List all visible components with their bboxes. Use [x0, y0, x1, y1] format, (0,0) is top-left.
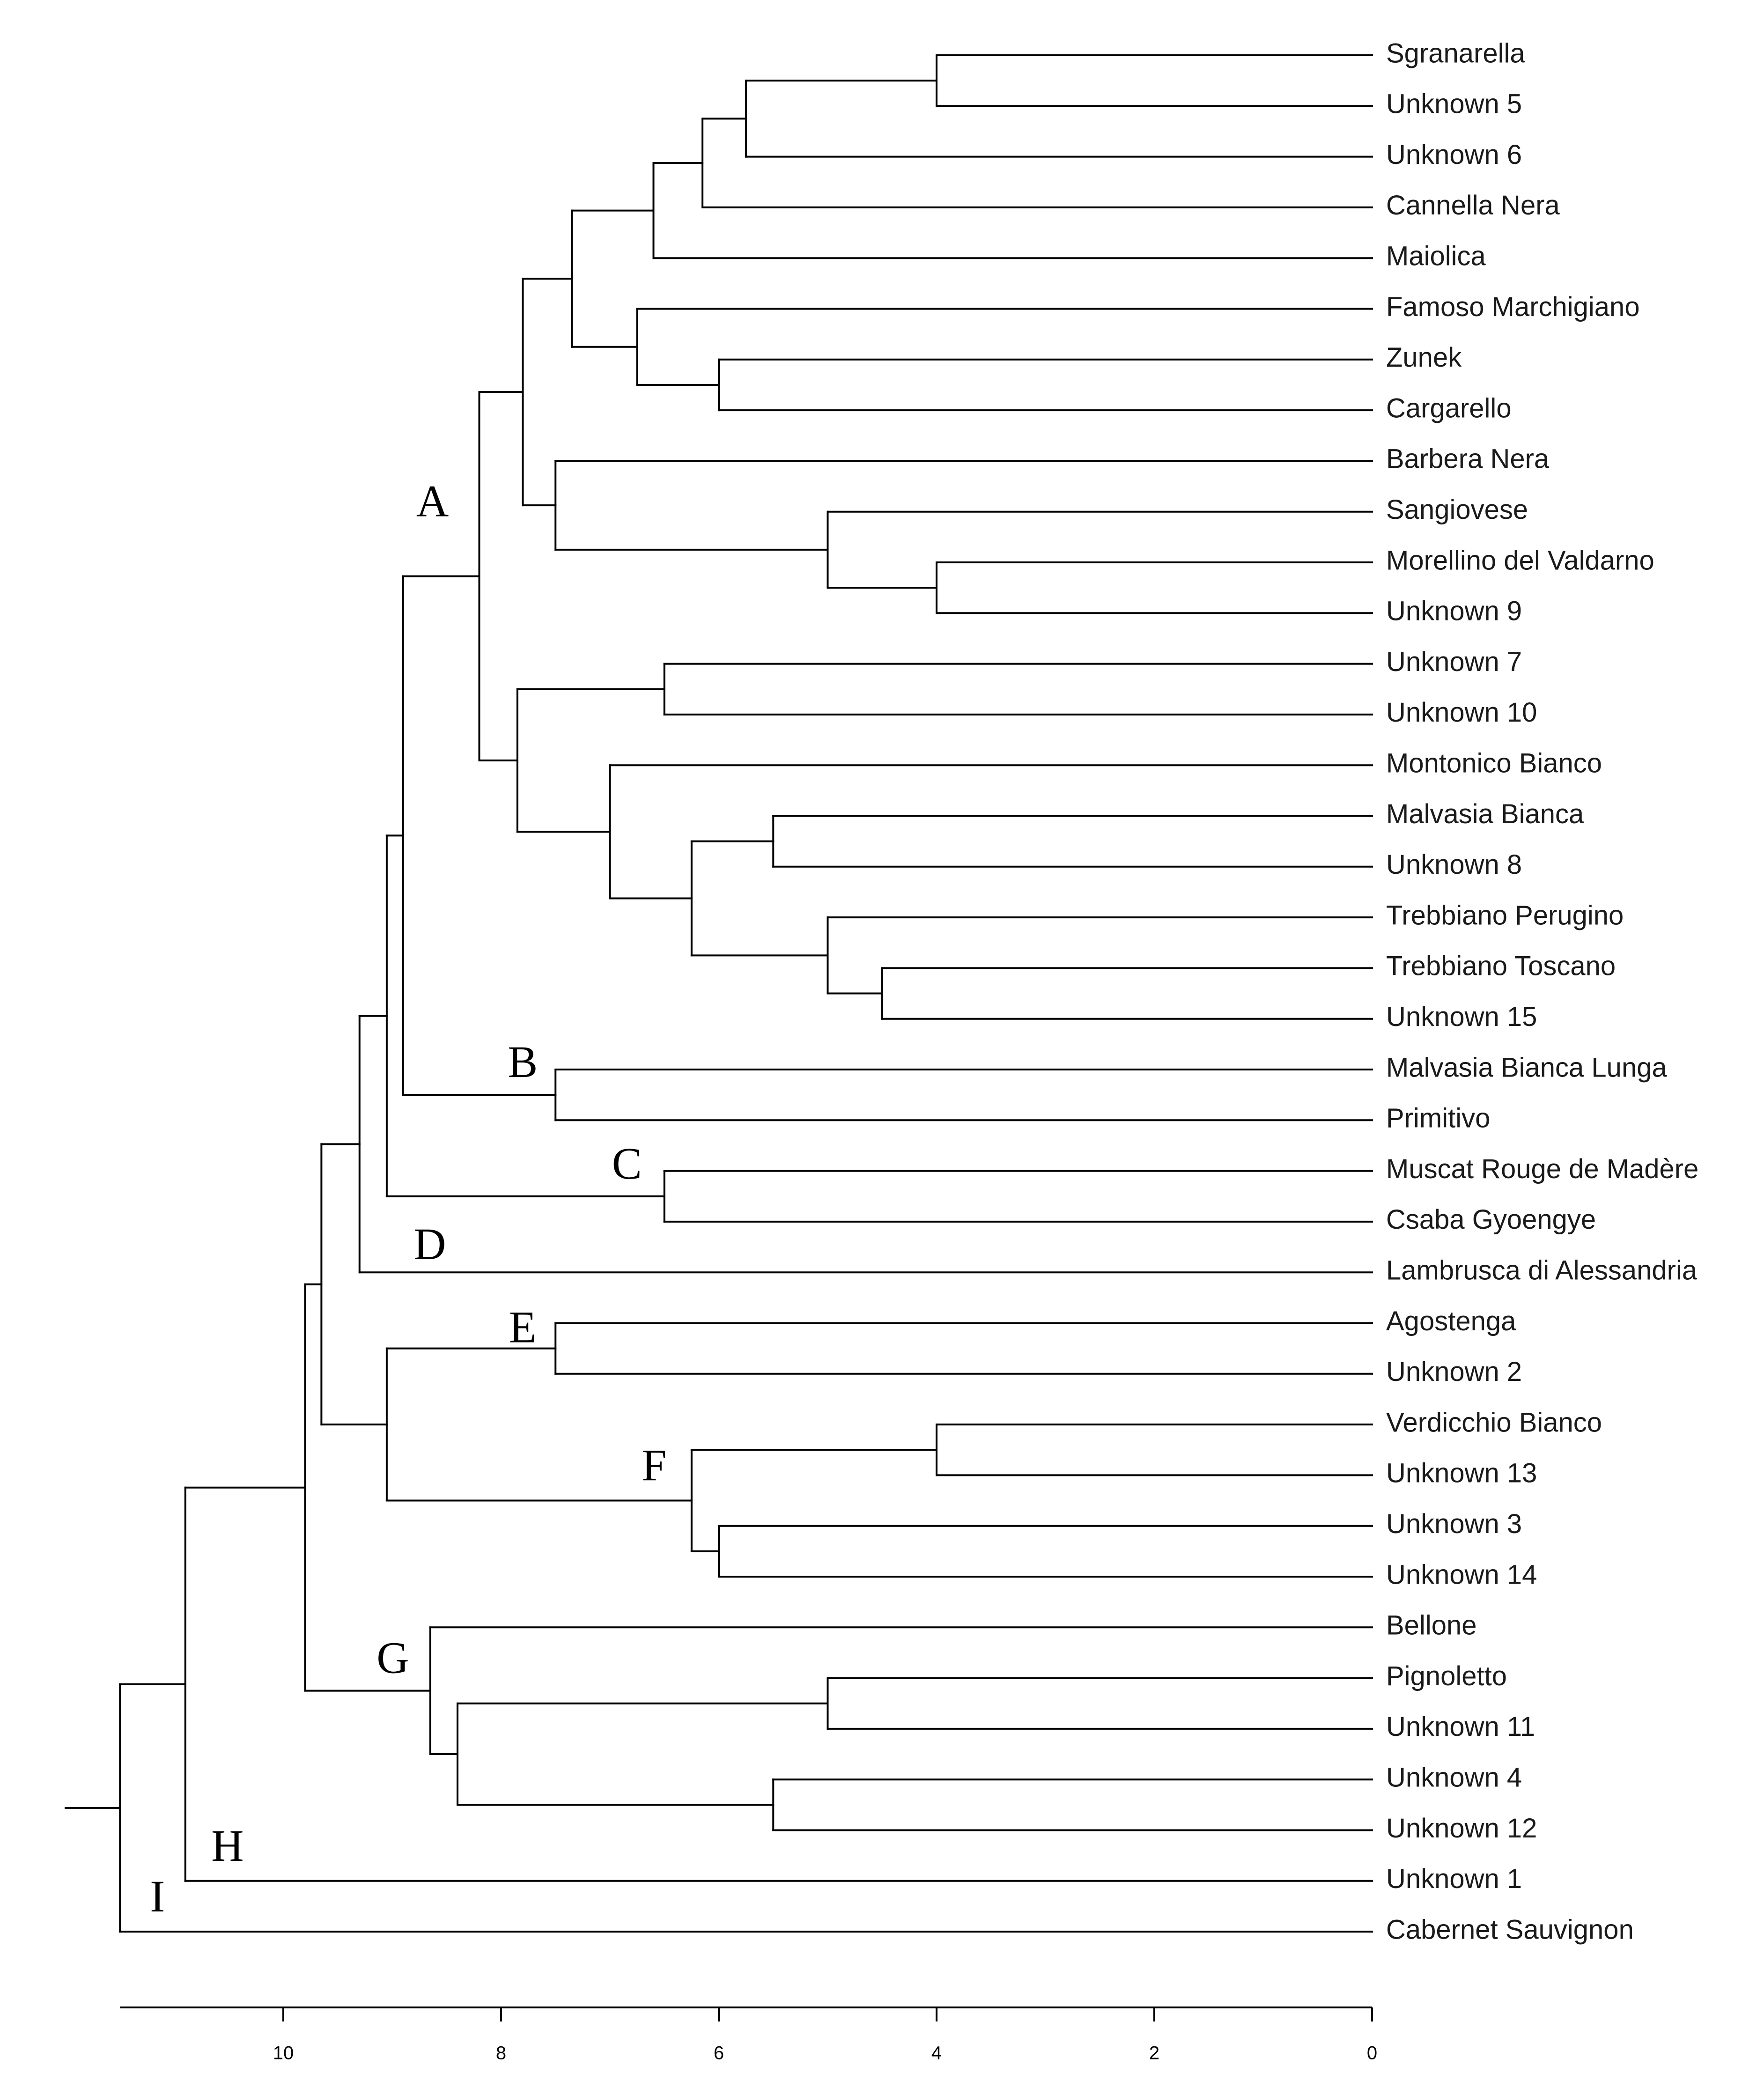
cluster-label-i: I	[150, 1871, 165, 1921]
leaf-label: Morellino del Valdarno	[1386, 545, 1654, 575]
leaf-label: Montonico Bianco	[1386, 748, 1602, 779]
leaf-label: Pignoletto	[1386, 1661, 1507, 1691]
leaf-label: Malvasia Bianca	[1386, 799, 1584, 829]
cluster-label-a: A	[416, 476, 449, 526]
leaf-label: Unknown 7	[1386, 647, 1522, 677]
leaf-label: Lambrusca di Alessandria	[1386, 1255, 1698, 1286]
leaf-label: Sgranarella	[1386, 38, 1525, 68]
cluster-label-d: D	[413, 1219, 446, 1269]
leaf-label: Unknown 13	[1386, 1458, 1537, 1489]
tick-label: 8	[496, 2043, 506, 2064]
leaf-label: Unknown 12	[1386, 1813, 1537, 1844]
leaf-label: Unknown 10	[1386, 697, 1537, 728]
leaf-label: Unknown 1	[1386, 1864, 1522, 1894]
cluster-label-f: F	[642, 1440, 666, 1490]
leaf-label: Unknown 9	[1386, 596, 1522, 627]
distance-axis: 10 8 6 4 2 0	[120, 2007, 1377, 2064]
dendrogram-edges	[65, 54, 1373, 1933]
leaf-label: Unknown 14	[1386, 1559, 1537, 1590]
leaf-label: Muscat Rouge de Madère	[1386, 1154, 1698, 1184]
leaf-label: Verdicchio Bianco	[1386, 1407, 1602, 1438]
tick-label: 4	[931, 2043, 942, 2064]
leaf-label: Unknown 4	[1386, 1763, 1522, 1793]
leaf-label: Csaba Gyoengye	[1386, 1204, 1596, 1235]
leaf-label: Unknown 15	[1386, 1002, 1537, 1032]
leaf-label: Trebbiano Perugino	[1386, 900, 1624, 930]
cluster-label-b: B	[508, 1037, 538, 1087]
leaf-label: Unknown 6	[1386, 140, 1522, 170]
leaf-labels: Sgranarella Unknown 5 Unknown 6 Cannella Ne…	[1386, 38, 1698, 1945]
cluster-label-g: G	[376, 1633, 409, 1683]
leaf-label: Cannella Nera	[1386, 190, 1560, 221]
leaf-label: Barbera Nera	[1386, 444, 1550, 474]
leaf-label: Sangiovese	[1386, 494, 1528, 525]
tick-label: 0	[1367, 2043, 1377, 2064]
leaf-label: Unknown 3	[1386, 1509, 1522, 1539]
leaf-label: Unknown 11	[1386, 1712, 1535, 1742]
leaf-label: Agostenga	[1386, 1306, 1516, 1336]
leaf-label: Trebbiano Toscano	[1386, 951, 1616, 981]
leaf-label: Unknown 2	[1386, 1357, 1522, 1387]
leaf-label: Zunek	[1386, 342, 1462, 373]
cluster-label-c: C	[612, 1138, 642, 1188]
cluster-labels: A B C D E F G HI	[150, 476, 666, 1921]
leaf-label: Bellone	[1386, 1610, 1476, 1641]
cluster-label-h: H	[211, 1821, 244, 1871]
leaf-label: Unknown 8	[1386, 849, 1522, 880]
leaf-label: Unknown 5	[1386, 89, 1522, 119]
leaf-label: Maiolica	[1386, 241, 1486, 272]
leaf-label: Famoso Marchigiano	[1386, 292, 1640, 322]
leaf-label: Cabernet Sauvignon	[1386, 1914, 1634, 1945]
tick-label: 6	[714, 2043, 724, 2064]
cluster-label-e: E	[509, 1302, 537, 1352]
leaf-label: Malvasia Bianca Lunga	[1386, 1052, 1667, 1083]
leaf-label: Cargarello	[1386, 393, 1512, 423]
tick-label: 10	[273, 2043, 294, 2064]
leaf-label: Primitivo	[1386, 1103, 1490, 1134]
tick-label: 2	[1149, 2043, 1159, 2064]
